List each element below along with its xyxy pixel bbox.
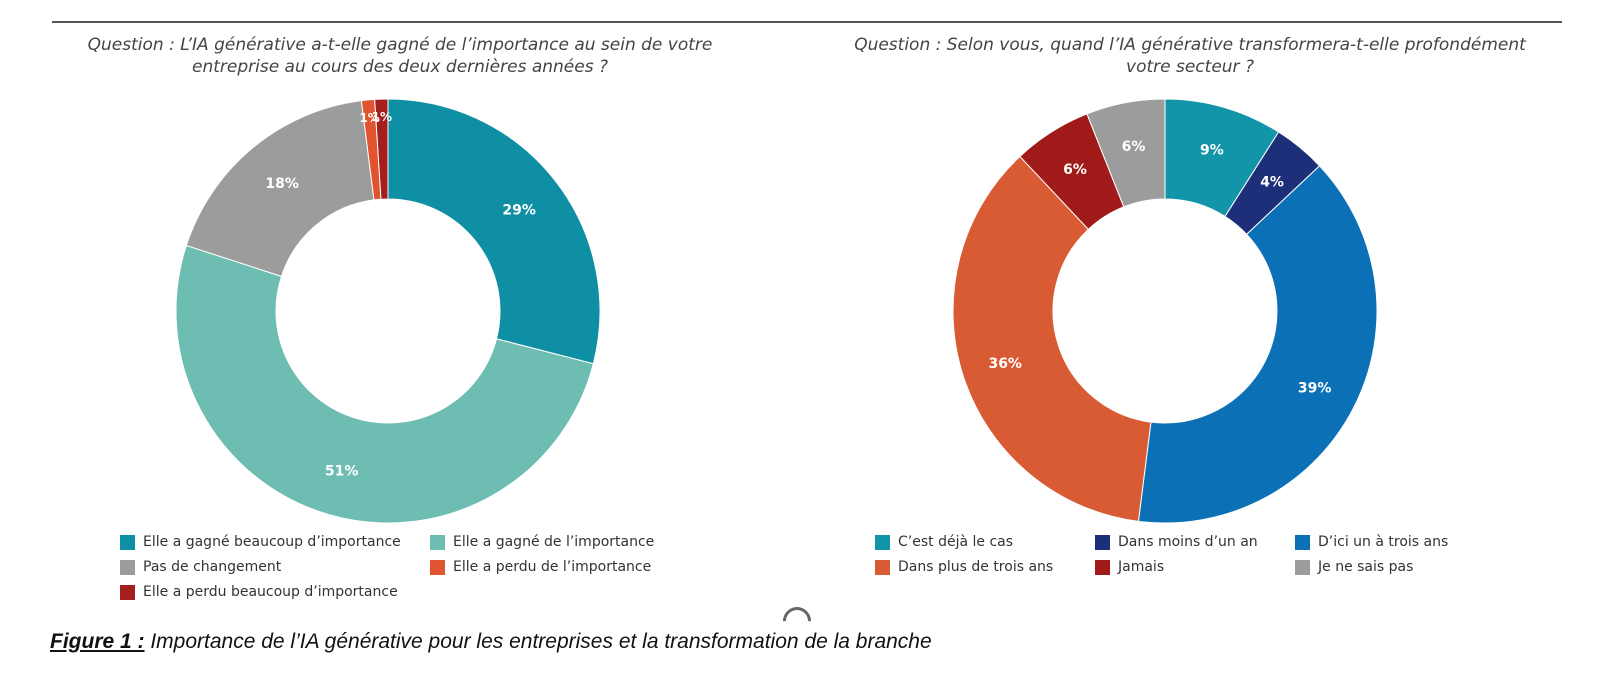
slice-pas-de-changement (185, 100, 375, 278)
legend-label: Elle a perdu de l’importance (453, 559, 652, 575)
data-label-c-est-deja-le-cas: 9% (1200, 143, 1224, 159)
legend-item-c-est-deja-le-cas: C’est déjà le cas (875, 534, 1013, 550)
figure-caption-lead: Figure 1 : (50, 630, 145, 653)
legend-label: Dans moins d’un an (1118, 534, 1258, 550)
legend-swatch (1095, 534, 1110, 550)
legend-swatch (1295, 534, 1310, 550)
legend-swatch (430, 559, 445, 575)
slice-dans-plus-de-trois-ans (952, 155, 1152, 522)
data-label-jamais: 6% (1063, 162, 1087, 178)
slice-elle-a-gagne-beaucoup-d-importance (387, 98, 601, 365)
data-label-pas-de-changement: 18% (265, 176, 299, 192)
slice-elle-a-gagne-de-l-importance (175, 244, 594, 524)
data-label-elle-a-gagne-de-l-importance: 51% (325, 463, 359, 479)
legend-item-dans-moins-d-un-an: Dans moins d’un an (1095, 534, 1258, 550)
legend-item-je-ne-sais-pas: Je ne sais pas (1295, 559, 1413, 575)
legend-item-d-ici-un-a-trois-ans: D’ici un à trois ans (1295, 534, 1448, 550)
legend-label: Je ne sais pas (1318, 559, 1414, 575)
slice-d-ici-un-a-trois-ans (1137, 165, 1378, 524)
data-label-elle-a-perdu-de-l-importance: 1% (359, 111, 379, 125)
legend-label: Elle a gagné beaucoup d’importance (143, 534, 401, 550)
legend-label: D’ici un à trois ans (1318, 534, 1449, 550)
legend-swatch (120, 534, 135, 550)
data-label-dans-plus-de-trois-ans: 36% (988, 356, 1022, 372)
data-label-d-ici-un-a-trois-ans: 39% (1298, 380, 1332, 396)
legend-label: Elle a gagné de l’importance (453, 534, 655, 550)
data-label-dans-moins-d-un-an: 4% (1260, 175, 1284, 191)
legend-label: Pas de changement (143, 559, 282, 575)
slice-je-ne-sais-pas (1086, 98, 1166, 208)
data-label-elle-a-gagne-beaucoup-d-importance: 29% (502, 202, 536, 218)
donut-chart-transformation: 9% 4% 39% 36% 6% 6% (952, 98, 1378, 524)
slice-elle-a-perdu-beaucoup-d-importance (374, 98, 389, 200)
chart-panel-transformation: Question : Selon vous, quand l’IA généra… (820, 26, 1560, 626)
donut-chart-importance: 29% 51% 18% 1%1% (175, 98, 601, 524)
legend-swatch (875, 534, 890, 550)
legend-swatch (120, 559, 135, 575)
data-label-elle-a-perdu-beaucoup-d-importance: 1% (372, 110, 392, 124)
top-divider (52, 21, 1562, 23)
legend-item-elle-a-perdu-de-l-importance: Elle a perdu de l’importance (430, 559, 651, 575)
legend-label: C’est déjà le cas (898, 534, 1014, 550)
legend-label: Jamais (1118, 559, 1165, 575)
figure-caption-text: Importance de l’IA générative pour les e… (144, 630, 932, 653)
legend-swatch (120, 584, 135, 600)
chart-panel-importance: Question : L’IA générative a-t-elle gagn… (40, 26, 760, 626)
legend-item-elle-a-gagne-beaucoup-d-importance: Elle a gagné beaucoup d’importance (120, 534, 401, 550)
chart-title-transformation: Question : Selon vous, quand l’IA généra… (854, 35, 1526, 77)
legend-swatch (1095, 559, 1110, 575)
legend-swatch (430, 534, 445, 550)
legend-swatch (1295, 559, 1310, 575)
legend-label: Elle a perdu beaucoup d’importance (143, 584, 398, 600)
legend-item-jamais: Jamais (1095, 559, 1164, 575)
legend-item-dans-plus-de-trois-ans: Dans plus de trois ans (875, 559, 1053, 575)
legend-item-elle-a-gagne-de-l-importance: Elle a gagné de l’importance (430, 534, 654, 550)
legend-swatch (875, 559, 890, 575)
legend-item-pas-de-changement: Pas de changement (120, 559, 281, 575)
figure-caption: Figure 1 : Importance de l’IA générative… (50, 630, 932, 654)
chart-title-importance: Question : L’IA générative a-t-elle gagn… (87, 35, 713, 77)
legend-label: Dans plus de trois ans (898, 559, 1054, 575)
data-label-je-ne-sais-pas: 6% (1122, 139, 1146, 155)
legend-item-elle-a-perdu-beaucoup-d-importance: Elle a perdu beaucoup d’importance (120, 584, 398, 600)
